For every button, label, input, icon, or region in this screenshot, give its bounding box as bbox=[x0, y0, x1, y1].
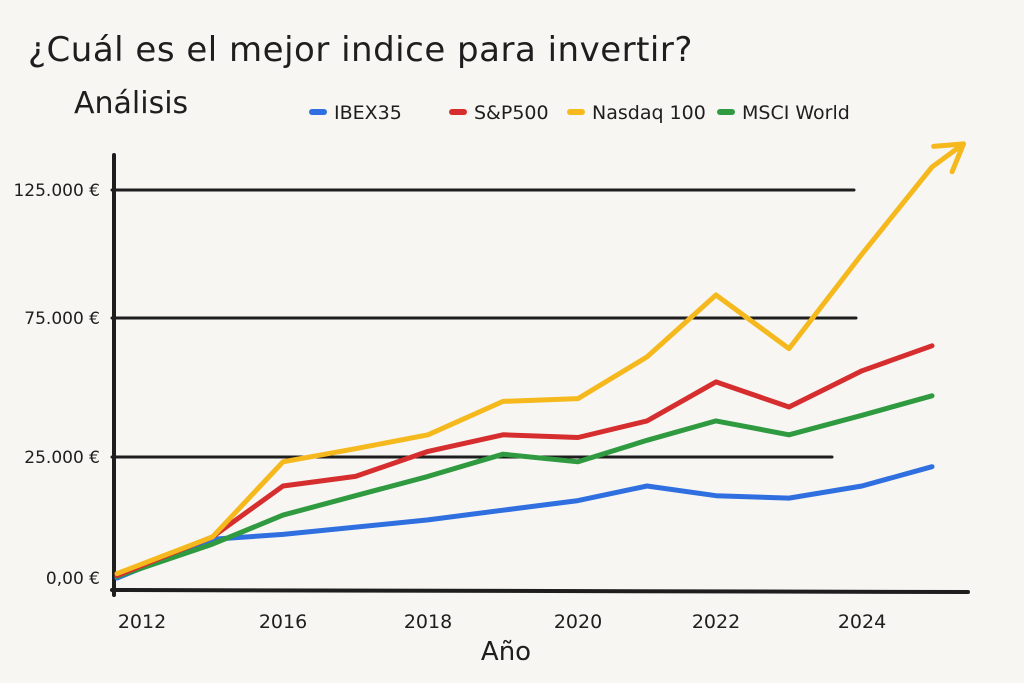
x-tick-label: 2012 bbox=[118, 611, 166, 633]
chart-title: ¿Cuál es el mejor indice para invertir? bbox=[28, 30, 693, 70]
legend-label: S&P500 bbox=[474, 102, 549, 124]
x-tick-label: 2024 bbox=[838, 611, 886, 633]
arrow-head bbox=[931, 141, 966, 175]
legend-label: Nasdaq 100 bbox=[592, 102, 706, 124]
legend-label: MSCI World bbox=[742, 102, 850, 124]
y-tick-label: 0,00 € bbox=[46, 569, 100, 589]
y-tick-label: 125.000 € bbox=[13, 181, 100, 201]
x-tick-label: 2018 bbox=[404, 611, 452, 633]
series-line-nasdaq-100 bbox=[114, 141, 966, 577]
y-tick-label: 75.000 € bbox=[24, 309, 100, 329]
axes bbox=[110, 153, 970, 597]
x-tick-label: 2020 bbox=[554, 611, 602, 633]
legend-item: Nasdaq 100 bbox=[567, 102, 706, 124]
y-tick-labels: 0,00 € 25.000 € 75.000 € 125.000 € bbox=[13, 181, 100, 589]
series-line-ibex35 bbox=[114, 464, 935, 581]
x-tick-label: 2016 bbox=[259, 611, 307, 633]
series-line-s-p500 bbox=[114, 343, 935, 579]
x-tick-label: 2022 bbox=[692, 611, 740, 633]
legend-item: IBEX35 bbox=[309, 102, 402, 124]
x-axis-label: Año bbox=[481, 637, 531, 667]
legend: IBEX35 S&P500 Nasdaq 100 MSCI World bbox=[309, 102, 850, 124]
y-tick-label: 25.000 € bbox=[24, 448, 100, 468]
x-tick-labels: 2012 2016 2018 2020 2022 2024 bbox=[118, 611, 886, 633]
series-line-msci-world bbox=[114, 393, 935, 579]
legend-label: IBEX35 bbox=[334, 102, 402, 124]
series-lines bbox=[114, 141, 966, 581]
legend-item: MSCI World bbox=[717, 102, 850, 124]
x-axis-line bbox=[110, 588, 970, 594]
legend-item: S&P500 bbox=[449, 102, 549, 124]
nasdaq-arrow bbox=[931, 141, 966, 175]
gridlines bbox=[110, 188, 858, 459]
chart-subtitle: Análisis bbox=[74, 86, 189, 121]
